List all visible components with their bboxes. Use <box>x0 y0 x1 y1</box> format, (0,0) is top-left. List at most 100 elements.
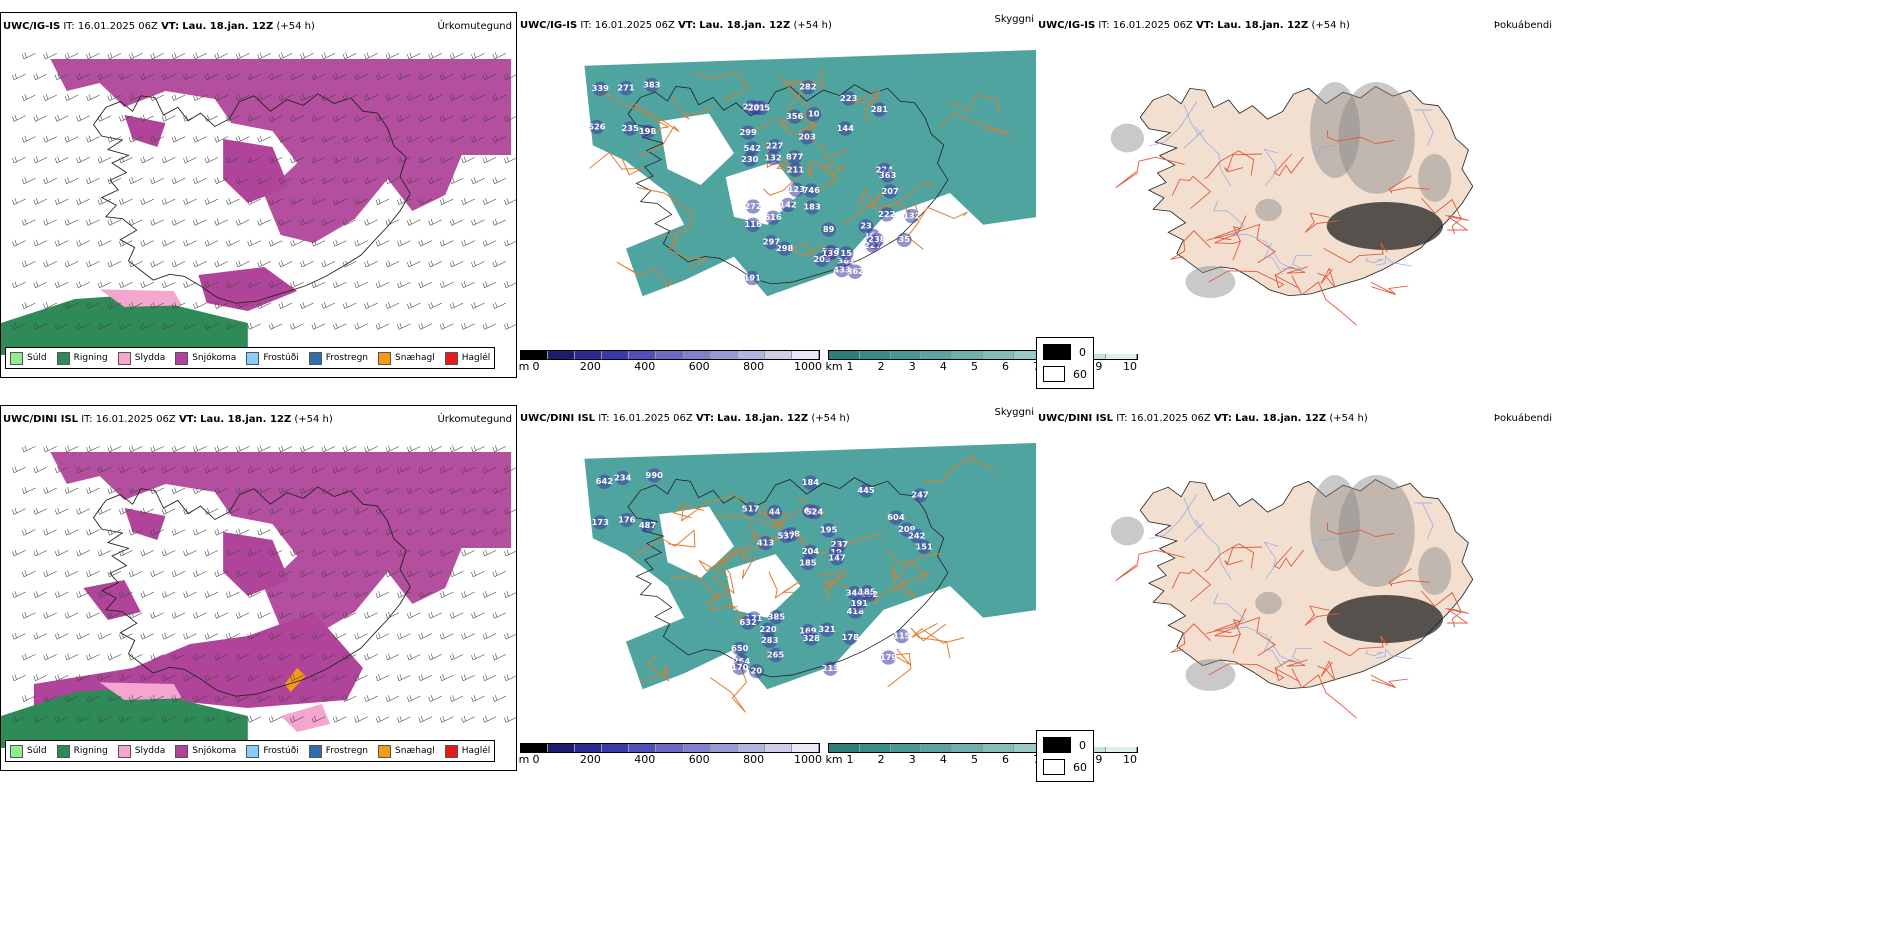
svg-text:650: 650 <box>731 643 749 653</box>
fog-legend-max: 60 <box>1073 367 1087 381</box>
fog-index-map <box>1036 34 1556 354</box>
svg-text:526: 526 <box>588 122 606 132</box>
vt-label: VT: <box>178 414 197 425</box>
lead-time: (+54 h) <box>1329 413 1368 424</box>
svg-text:207: 207 <box>881 186 898 196</box>
cloud-base-value: 299 <box>739 125 757 140</box>
model-name: UWC/IG-IS <box>1038 20 1096 31</box>
visibility-tick: 4 <box>939 753 947 766</box>
cloud-base-value: 282 <box>799 80 817 95</box>
svg-text:185: 185 <box>858 587 876 597</box>
coastline <box>93 486 411 697</box>
visibility-panel: UWC/IG-IS IT: 16.01.2025 06Z VT: Lau. 18… <box>518 12 1138 378</box>
svg-text:222: 222 <box>878 209 895 219</box>
fog-index-map <box>1036 427 1556 747</box>
cloud-base-value: 15 <box>838 246 854 261</box>
cloud-base-value: 179 <box>880 650 897 665</box>
cloud-base-value: 877 <box>786 150 803 165</box>
legend-swatch <box>444 744 458 758</box>
it-label: IT: <box>1098 20 1110 31</box>
svg-text:299: 299 <box>739 127 757 137</box>
legend-swatch <box>378 351 392 365</box>
precip-legend-item: Frostregn <box>308 351 368 365</box>
cloud-base-value: 203 <box>798 130 816 145</box>
cloud-base-tick: 800 <box>743 753 765 766</box>
precip-legend-item: Frostúði <box>246 351 299 365</box>
cloud-base-tick: 400 <box>634 360 656 373</box>
svg-text:139: 139 <box>822 248 840 258</box>
visibility-tick: 1 <box>846 753 854 766</box>
fog-legend-min: 0 <box>1079 738 1086 752</box>
cloud-base-value: 139 <box>822 246 840 261</box>
visibility-tick: 9 <box>1095 360 1103 373</box>
legend-swatch <box>175 744 189 758</box>
svg-text:265: 265 <box>767 650 785 660</box>
legend-label: Snjókoma <box>192 353 237 363</box>
precip-type-panel: UWC/DINI ISL IT: 16.01.2025 06Z VT: Lau.… <box>0 405 517 771</box>
precip-type-legend: Súld Rigning Slydda Snjókoma Frostúði Frostre… <box>5 347 496 369</box>
cloud-base-tick: 600 <box>688 753 710 766</box>
svg-text:542: 542 <box>744 143 761 153</box>
svg-text:223: 223 <box>840 93 857 103</box>
panel-header: UWC/IG-IS IT: 16.01.2025 06Z VT: Lau. 18… <box>520 20 832 31</box>
svg-text:385: 385 <box>768 612 786 622</box>
legend-label: Rigning <box>73 746 108 756</box>
valid-time: Lau. 18.jan. 12Z <box>200 414 292 425</box>
cloud-base-value: 222 <box>878 207 895 222</box>
legend-swatch <box>246 351 260 365</box>
cloud-base-value: 211 <box>787 162 804 178</box>
cloud-base-value: 363 <box>879 168 896 183</box>
panel-header: UWC/DINI ISL IT: 16.01.2025 06Z VT: Lau.… <box>1038 413 1368 424</box>
precip-legend-item: Slydda <box>117 744 165 758</box>
cloud-base-value: 176 <box>618 512 636 528</box>
cloud-base-value: 132 <box>764 150 782 166</box>
visibility-tick: 10 <box>1123 753 1137 766</box>
svg-text:642: 642 <box>596 476 613 486</box>
road-network <box>633 454 995 713</box>
cloud-base-value: 220 <box>759 622 777 637</box>
cloud-base-value: 265 <box>767 647 785 663</box>
svg-text:213: 213 <box>822 663 839 673</box>
svg-text:147: 147 <box>828 553 845 563</box>
visibility-map: 3392713835262351987782722242276163520986… <box>518 34 1038 344</box>
cloud-base-value: 990 <box>646 468 663 483</box>
legend-swatch <box>175 351 189 365</box>
cloud-base-value: 271 <box>617 80 635 96</box>
svg-text:132: 132 <box>903 211 920 221</box>
legend-swatch <box>378 744 392 758</box>
precip-legend-item: Rigning <box>56 351 108 365</box>
cloud-base-value: 242 <box>908 528 925 544</box>
cloud-base-value: 298 <box>776 241 794 256</box>
vt-label: VT: <box>1213 413 1232 424</box>
svg-text:862: 862 <box>847 266 864 276</box>
wind-barbs <box>12 52 516 330</box>
wind-barbs <box>12 445 516 723</box>
svg-text:524: 524 <box>806 507 824 517</box>
precip-legend-item: Haglél <box>444 744 491 758</box>
lead-time: (+54 h) <box>793 20 832 31</box>
visibility-tick: 2 <box>877 753 885 766</box>
svg-text:176: 176 <box>618 515 636 525</box>
valid-time: Lau. 18.jan. 12Z <box>699 20 791 31</box>
svg-text:433: 433 <box>833 265 850 275</box>
legend-swatch <box>117 351 131 365</box>
rivers <box>1148 101 1434 275</box>
svg-text:201: 201 <box>748 102 766 112</box>
vis-panel-title: Skyggni <box>994 14 1034 25</box>
svg-text:344: 344 <box>846 588 864 598</box>
cloud-base-value: 542 <box>744 141 761 156</box>
svg-text:237: 237 <box>831 539 848 549</box>
svg-text:877: 877 <box>786 152 803 162</box>
cloud-base-value: 201 <box>748 100 766 116</box>
lead-time: (+54 h) <box>276 21 315 32</box>
legend-label: Haglél <box>461 746 491 756</box>
svg-text:418: 418 <box>847 606 865 616</box>
svg-text:234: 234 <box>614 472 632 482</box>
model-name: UWC/DINI ISL <box>3 414 79 425</box>
precip-legend-item: Frostúði <box>246 744 299 758</box>
rain-area <box>1 668 331 748</box>
visibility-tick: 3 <box>908 360 916 373</box>
fog-index-legend: 0 60 <box>1036 337 1094 389</box>
legend-label: Frostúði <box>263 353 299 363</box>
cloud-base-value: 123 <box>788 182 805 197</box>
